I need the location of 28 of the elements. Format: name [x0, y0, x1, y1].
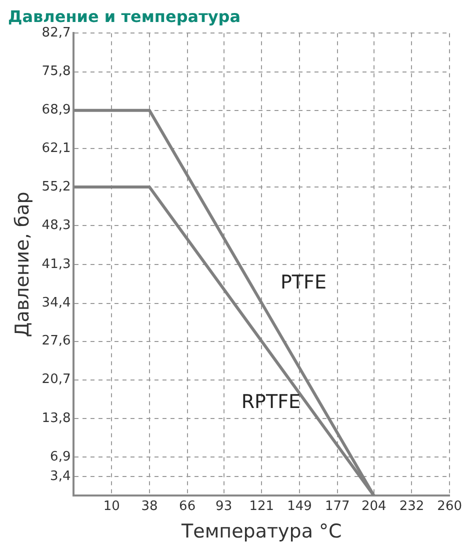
x-tick-label: 38 — [141, 498, 158, 514]
x-tick-label: 204 — [361, 498, 386, 514]
chart-title: Давление и температура — [8, 6, 241, 26]
x-tick-label: 232 — [399, 498, 424, 514]
y-tick-label: 20,7 — [42, 372, 71, 388]
y-axis-title: Давление, бар — [11, 192, 34, 338]
y-tick-label: 3,4 — [50, 468, 71, 484]
y-tick-label: 62,1 — [42, 140, 71, 156]
x-axis-title: Температура °C — [180, 520, 342, 543]
x-tick-label: 66 — [179, 498, 196, 514]
y-tick-label: 34,4 — [42, 296, 71, 311]
x-tick-label: 260 — [437, 498, 462, 514]
x-tick-label: 149 — [287, 498, 312, 514]
y-tick-label: 41,3 — [42, 257, 71, 272]
x-tick-label: 177 — [324, 498, 350, 514]
y-tick-label: 48,3 — [42, 218, 71, 233]
y-tick-label: 55,2 — [42, 179, 71, 194]
x-tick-label: 93 — [216, 498, 232, 514]
y-tick-label: 75,8 — [42, 64, 71, 80]
x-tick-label: 121 — [249, 498, 274, 514]
y-tick-label: 27,6 — [42, 334, 71, 349]
y-tick-label: 13,8 — [42, 410, 71, 426]
x-tick-label: 10 — [103, 498, 120, 514]
series-label: PTFE — [280, 272, 326, 294]
y-tick-label: 6,9 — [50, 449, 71, 464]
y-tick-label: 82,7 — [42, 26, 71, 41]
series-label: RPTFE — [241, 390, 301, 413]
y-tick-label: 68,9 — [42, 102, 71, 118]
